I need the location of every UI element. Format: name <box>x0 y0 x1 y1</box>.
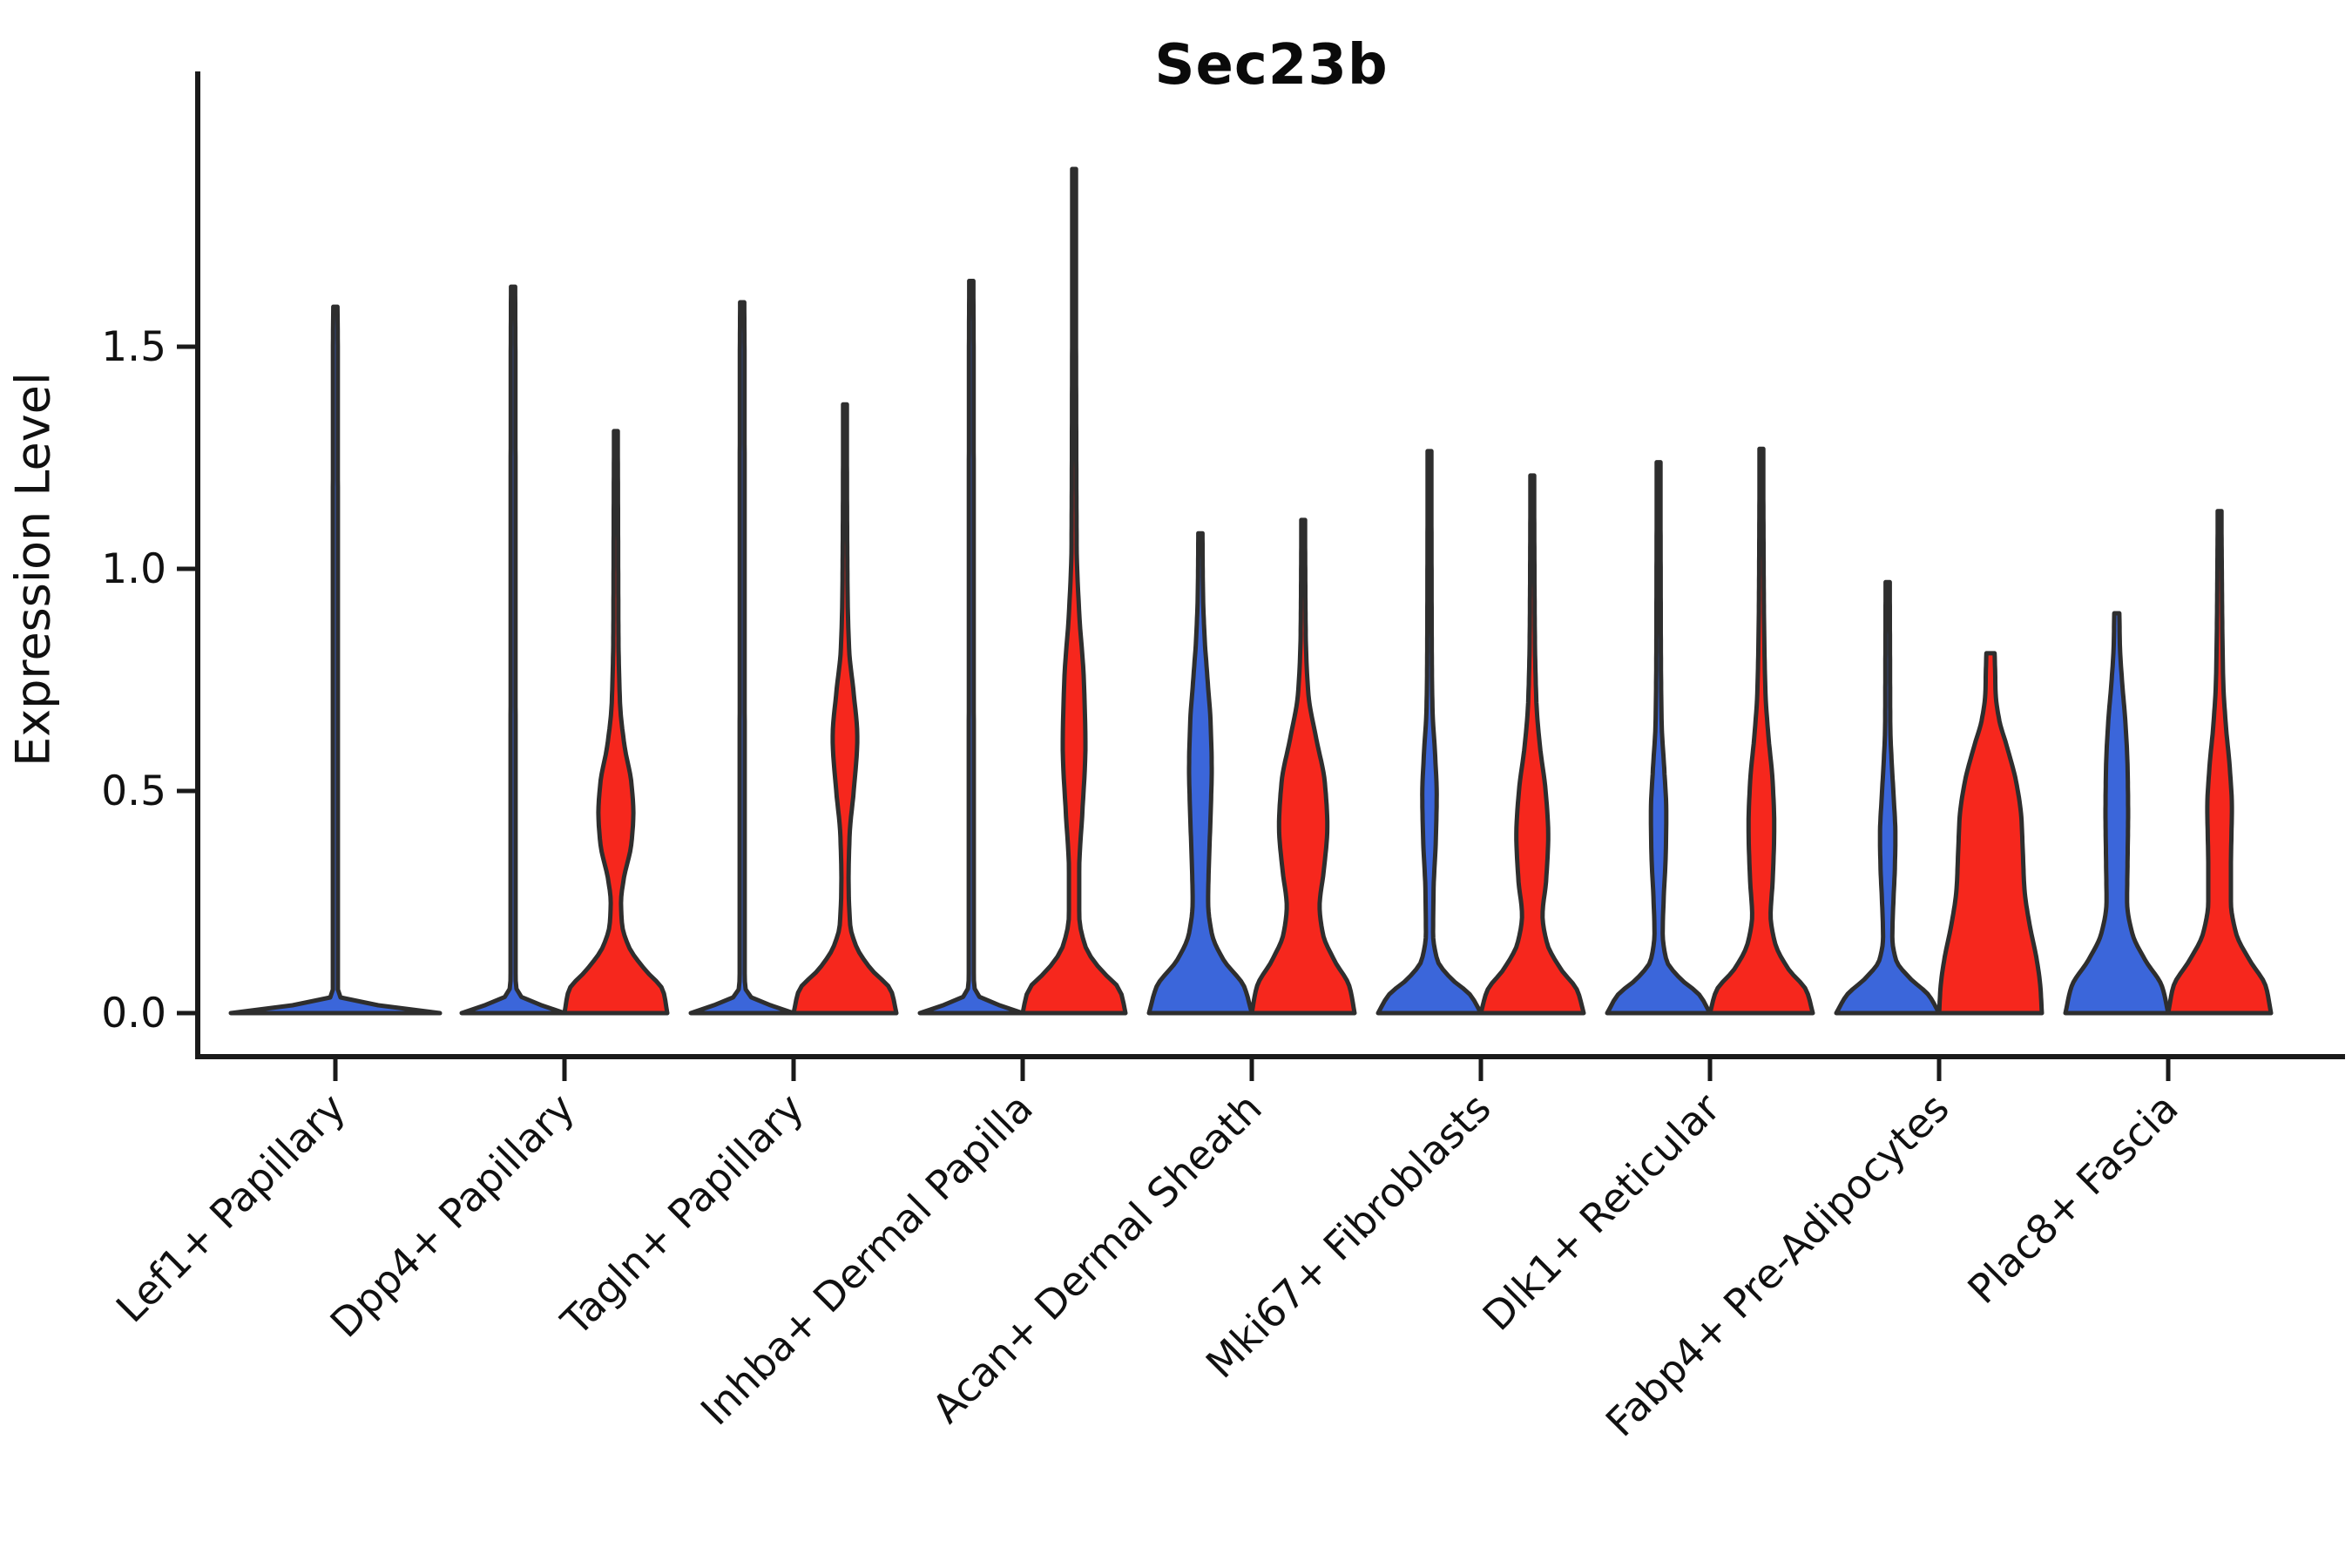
x-tick-label: Dpp4+ Papillary <box>321 1085 584 1347</box>
violin-blue <box>1834 579 1942 1016</box>
y-tick-label: 0.5 <box>101 767 166 815</box>
violin-blue <box>459 284 567 1016</box>
violin-red <box>791 402 899 1016</box>
violin-red <box>2166 509 2274 1016</box>
violin-red <box>1478 473 1586 1016</box>
violin-blue <box>228 304 443 1016</box>
violin-blue <box>2063 611 2171 1016</box>
violin-red <box>562 429 670 1016</box>
violin-red <box>1020 166 1128 1016</box>
x-tick-label: Lef1+ Papillary <box>107 1085 355 1332</box>
violin-blue <box>1605 460 1713 1016</box>
violin-blue <box>688 300 796 1016</box>
y-tick-label: 0.0 <box>101 990 166 1037</box>
violin-blue <box>917 279 1025 1016</box>
x-tick-label: Tagln+ Papillary <box>551 1085 813 1346</box>
violin-red <box>1707 446 1815 1016</box>
x-tick-label: Plac8+ Fascia <box>1958 1085 2186 1313</box>
y-tick-label: 1.5 <box>101 323 166 371</box>
chart-title: Sec23b <box>1154 33 1389 98</box>
violin-blue <box>1375 449 1484 1016</box>
violin-red <box>1936 651 2044 1016</box>
violin-red <box>1249 517 1357 1016</box>
y-tick-label: 1.0 <box>101 545 166 593</box>
violin-blue <box>1146 531 1254 1016</box>
x-tick-label: Dlk1+ Reticular <box>1474 1085 1729 1340</box>
